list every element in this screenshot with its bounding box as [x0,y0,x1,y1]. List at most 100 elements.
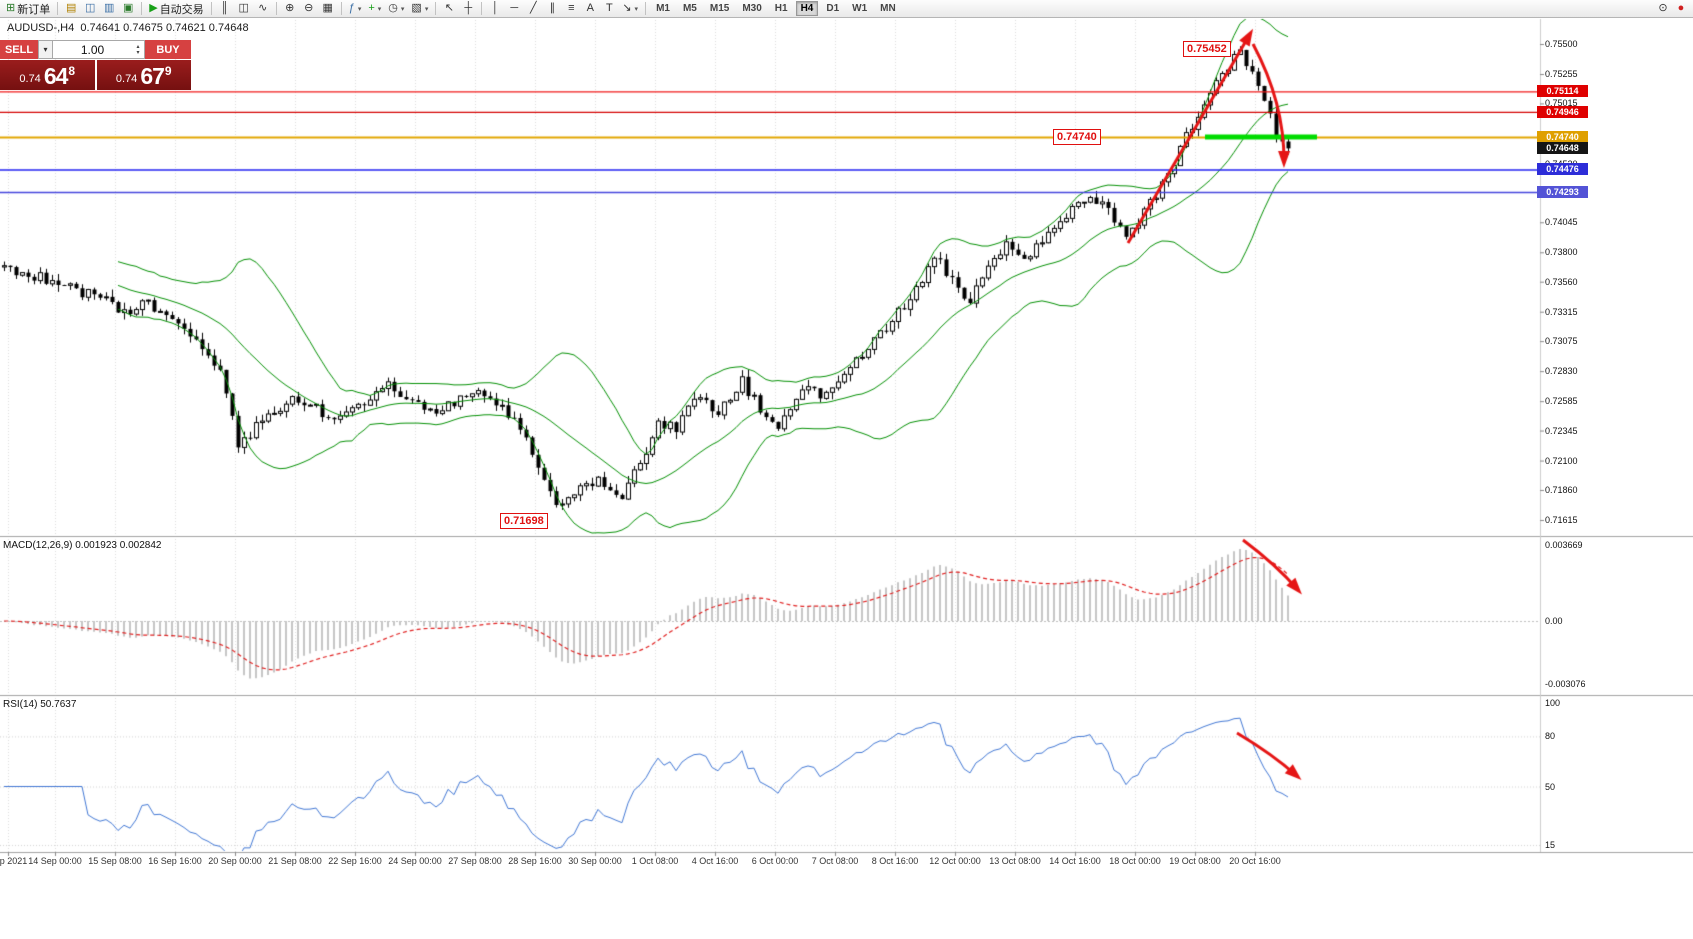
price-badge: 0.74476 [1537,163,1588,176]
text-button[interactable]: A [581,1,599,17]
timeframe-h4-button[interactable]: H4 [795,1,819,16]
volume-field-wrap: ▴ ▾ [53,40,145,59]
periods-button[interactable]: ◷ ▾ [385,1,407,17]
trendline-button[interactable]: ╱ [524,1,542,17]
toolbar-separator [340,2,342,15]
line-chart-button[interactable]: ∿ [254,1,272,17]
macd-scale-label: 0.003669 [1545,540,1583,550]
navigator-icon: ▥ [104,2,115,14]
time-axis-label: 18 Oct 00:00 [1109,856,1161,866]
candlestick-chart-icon: ◫ [238,2,249,14]
terminal-button[interactable]: ▣ [119,1,137,17]
search-button[interactable]: ⊙ [1654,1,1672,17]
time-axis-label: 27 Sep 08:00 [448,856,502,866]
indicators-button[interactable]: ƒ ▾ [346,1,365,17]
time-axis-label: 21 Sep 08:00 [268,856,322,866]
time-axis-label: 13 Oct 08:00 [989,856,1041,866]
label-icon: T [605,2,613,14]
arrows-button[interactable]: ↘ ▾ [619,1,641,17]
sell-button[interactable]: 0.74 64 8 [0,60,95,90]
new-order-button-label: 新订单 [17,3,51,16]
data-window-button[interactable]: ◫ [81,1,99,17]
chevron-down-icon: ▾ [400,5,405,13]
search-icon: ⊙ [1658,2,1668,14]
macd-scale-label: 0.00 [1545,616,1563,626]
one-click-trading-panel: SELL ▾ ▴ ▾ BUY 0.74 64 8 0.74 67 [0,40,191,90]
timeframe-m15-button[interactable]: M15 [709,3,730,14]
buy-tab[interactable]: BUY [145,40,191,59]
horizontal-line-button[interactable]: ─ [505,1,523,17]
chevron-down-icon: ▾ [377,5,382,13]
low-price-label[interactable]: 0.71698 [500,513,548,529]
navigator-button[interactable]: ▥ [100,1,118,17]
zoom-in-button[interactable]: ⊕ [281,1,299,17]
toolbar-right-group: ⊙ ● [1654,1,1690,17]
autotrade-button[interactable]: ▶ 自动交易 [146,1,206,17]
timeframe-m1-button[interactable]: M1 [656,3,670,14]
templates-button[interactable]: ▧ ▾ [408,1,431,17]
sell-tab[interactable]: SELL [0,40,38,59]
vertical-line-button[interactable]: │ [486,1,504,17]
high-price-label[interactable]: 0.75452 [1183,41,1231,57]
toolbar: ⊞ 新订单 ▤ ◫ ▥ ▣ ▶ 自动交易 ║ ◫ ∿ ⊕ ⊖ ▦ ƒ ▾ + ▾ ◷ ▾ ▧ ▾ ↖ ┼ │ ─ ╱ ∥ ≡ A T ↘ ▾ M1… [0,0,1693,18]
price-tick: 0.73075 [1545,336,1578,347]
cursor-button[interactable]: ↖ [440,1,458,17]
volume-input[interactable] [53,42,132,57]
label-button[interactable]: T [600,1,618,17]
new-order-button[interactable]: ⊞ 新订单 [3,1,53,17]
timeframe-d1-button[interactable]: D1 [826,3,840,14]
time-axis-label: 12 Oct 00:00 [929,856,981,866]
market-watch-button[interactable]: ▤ [62,1,80,17]
toolbar-separator [481,2,483,15]
stepper-down-icon[interactable]: ▾ [136,49,140,56]
bar-chart-icon: ║ [220,2,229,14]
arrows-icon: ↘ [622,2,632,14]
time-axis-label: 14 Oct 16:00 [1049,856,1101,866]
tile-windows-button[interactable]: ▦ [319,1,337,17]
buy-price-pip: 9 [164,64,172,78]
buy-button[interactable]: 0.74 67 9 [96,60,191,90]
time-axis-label: 19 Oct 08:00 [1169,856,1221,866]
add-indicator-button[interactable]: + ▾ [365,1,384,17]
vertical-line-icon: │ [491,2,499,14]
chevron-down-icon: ▾ [424,5,429,13]
fibonacci-icon: ≡ [568,2,575,14]
sell-price-pip: 8 [68,64,76,78]
crosshair-button[interactable]: ┼ [459,1,477,17]
timeframe-m30-button[interactable]: M30 [742,3,762,14]
macd-scale-label: -0.003076 [1545,679,1586,689]
rsi-scale-label: 15 [1545,839,1556,850]
candlestick-chart-button[interactable]: ◫ [235,1,253,17]
terminal-icon: ▣ [123,2,134,14]
buy-price-big: 67 [140,63,165,89]
stepper-up-icon[interactable]: ▴ [136,43,140,50]
buy-price-prefix: 0.74 [115,73,138,85]
price-tick: 0.72830 [1545,366,1578,377]
toolbar-separator [141,2,143,15]
time-axis-label: 4 Oct 16:00 [691,856,739,866]
timeframe-mn-button[interactable]: MN [880,3,896,14]
line-chart-icon: ∿ [258,2,268,14]
time-axis-label: 1 Oct 08:00 [631,856,679,866]
channel-button[interactable]: ∥ [543,1,561,17]
bar-chart-button[interactable]: ║ [216,1,234,17]
data-window-icon: ◫ [85,2,96,14]
level-price-label[interactable]: 0.74740 [1053,129,1101,145]
toolbar-separator [645,2,647,15]
price-tick: 0.74045 [1545,217,1578,228]
volume-dropdown[interactable]: ▾ [38,40,53,59]
fibonacci-button[interactable]: ≡ [562,1,580,17]
price-badge: 0.74740 [1537,131,1588,144]
time-axis-label: 20 Sep 00:00 [208,856,262,866]
timeframe-w1-button[interactable]: W1 [852,3,868,14]
macd-indicator-label: MACD(12,26,9) 0.001923 0.002842 [3,540,162,551]
time-axis-label: 15 Sep 08:00 [88,856,142,866]
zoom-out-button[interactable]: ⊖ [300,1,318,17]
time-axis-label: 20 Oct 16:00 [1229,856,1281,866]
price-tick: 0.73560 [1545,276,1578,287]
time-axis-label: 16 Sep 16:00 [148,856,202,866]
timeframe-m5-button[interactable]: M5 [682,3,697,14]
alerts-button[interactable]: ● [1672,1,1690,17]
timeframe-h1-button[interactable]: H1 [774,3,788,14]
